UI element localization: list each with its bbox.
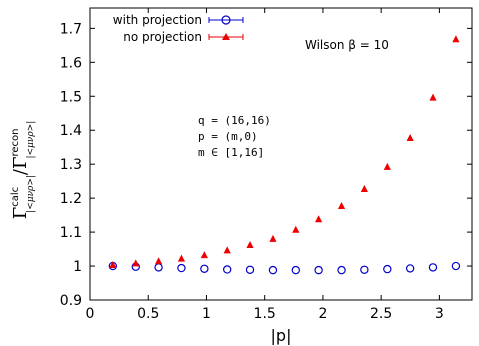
point-with-projection: [360, 265, 369, 274]
y-axis-label: Γcalc |<μνρ>|/Γrecon |<μνρ>|: [10, 121, 36, 220]
point-no-projection: [132, 259, 140, 267]
svg-text:Γcalc|<μνρ>|/Γrecon|<μνρ>|: Γcalc |<μνρ>|/Γrecon |<μνρ>|: [10, 121, 36, 220]
point-no-projection: [109, 261, 117, 269]
y-tick-label: 1.4: [60, 123, 82, 139]
x-tick-label: 2: [318, 306, 327, 322]
point-no-projection: [292, 225, 300, 233]
point-no-projection: [452, 35, 460, 43]
x-tick-label: 2.5: [370, 306, 392, 322]
ylabel-den-sup: recon: [10, 129, 21, 157]
y-tick-label: 0.9: [60, 293, 82, 309]
point-with-projection: [268, 265, 278, 275]
y-tick-label: 1.3: [60, 157, 82, 173]
point-with-projection: [451, 261, 461, 271]
point-with-projection: [314, 265, 323, 275]
point-with-projection: [177, 263, 186, 273]
y-tick-label: 1.2: [60, 191, 82, 207]
ylabel-num-base: Γ: [10, 207, 31, 220]
legend-label-with-projection: with projection: [113, 13, 202, 27]
point-no-projection: [383, 162, 391, 170]
point-with-projection: [222, 265, 232, 274]
x-tick-label: 0: [86, 306, 95, 322]
x-tick-labels: 0 0.5 1 1.5 2 2.5 3: [86, 306, 444, 322]
annotation-q: q = (16,16): [198, 114, 271, 127]
point-with-projection: [200, 264, 209, 273]
point-with-projection: [428, 263, 438, 272]
x-tick-label: 1: [202, 306, 211, 322]
y-tick-label: 1: [73, 259, 82, 275]
y-tick-labels: 0.9 1 1.1 1.2 1.3 1.4 1.5 1.6 1.7: [60, 21, 82, 309]
annotation-wilson: Wilson β = 10: [305, 38, 389, 52]
point-no-projection: [360, 184, 368, 192]
point-no-projection: [337, 201, 346, 209]
plot-frame: [89, 7, 473, 301]
x-axis-label: |p|: [271, 326, 292, 345]
ylabel-separator: /: [10, 168, 31, 175]
point-no-projection: [429, 93, 437, 101]
y-tick-label: 1.6: [60, 55, 82, 71]
y-tick-label: 1.7: [60, 21, 82, 37]
legend-marker-no-projection: [208, 33, 244, 40]
point-with-projection: [383, 264, 392, 274]
y-tick-label: 1.1: [60, 225, 82, 241]
point-no-projection: [269, 234, 277, 242]
legend-marker-with-projection: [208, 15, 244, 25]
ylabel-num-sub: |<μνρ>|: [26, 175, 36, 213]
ylabel-den-sub: |<μνρ>|: [26, 121, 36, 159]
point-with-projection: [154, 263, 163, 272]
point-no-projection: [223, 246, 231, 254]
point-with-projection: [337, 265, 346, 275]
point-no-projection: [154, 257, 163, 265]
series-no-projection: [109, 35, 460, 269]
point-with-projection: [405, 264, 415, 273]
x-tick-label: 1.5: [254, 306, 276, 322]
legend: with projection no projection: [113, 13, 244, 44]
legend-label-no-projection: no projection: [123, 30, 202, 44]
ylabel-den-base: Γ: [10, 157, 31, 170]
point-no-projection: [200, 251, 208, 259]
x-tick-label: 3: [435, 306, 444, 322]
ylabel-num-sup: calc: [10, 187, 21, 207]
annotation-p: p = (m,0): [198, 130, 258, 143]
point-no-projection: [177, 254, 186, 262]
y-tick-label: 1.5: [60, 89, 82, 105]
axis-ticks: [89, 8, 472, 301]
annotation-m: m ∈ [1,16]: [198, 146, 264, 159]
point-with-projection: [291, 265, 300, 275]
point-no-projection: [315, 215, 323, 223]
x-tick-label: 0.5: [137, 306, 159, 322]
point-with-projection: [245, 265, 255, 274]
point-no-projection: [246, 240, 254, 248]
point-no-projection: [406, 134, 414, 142]
